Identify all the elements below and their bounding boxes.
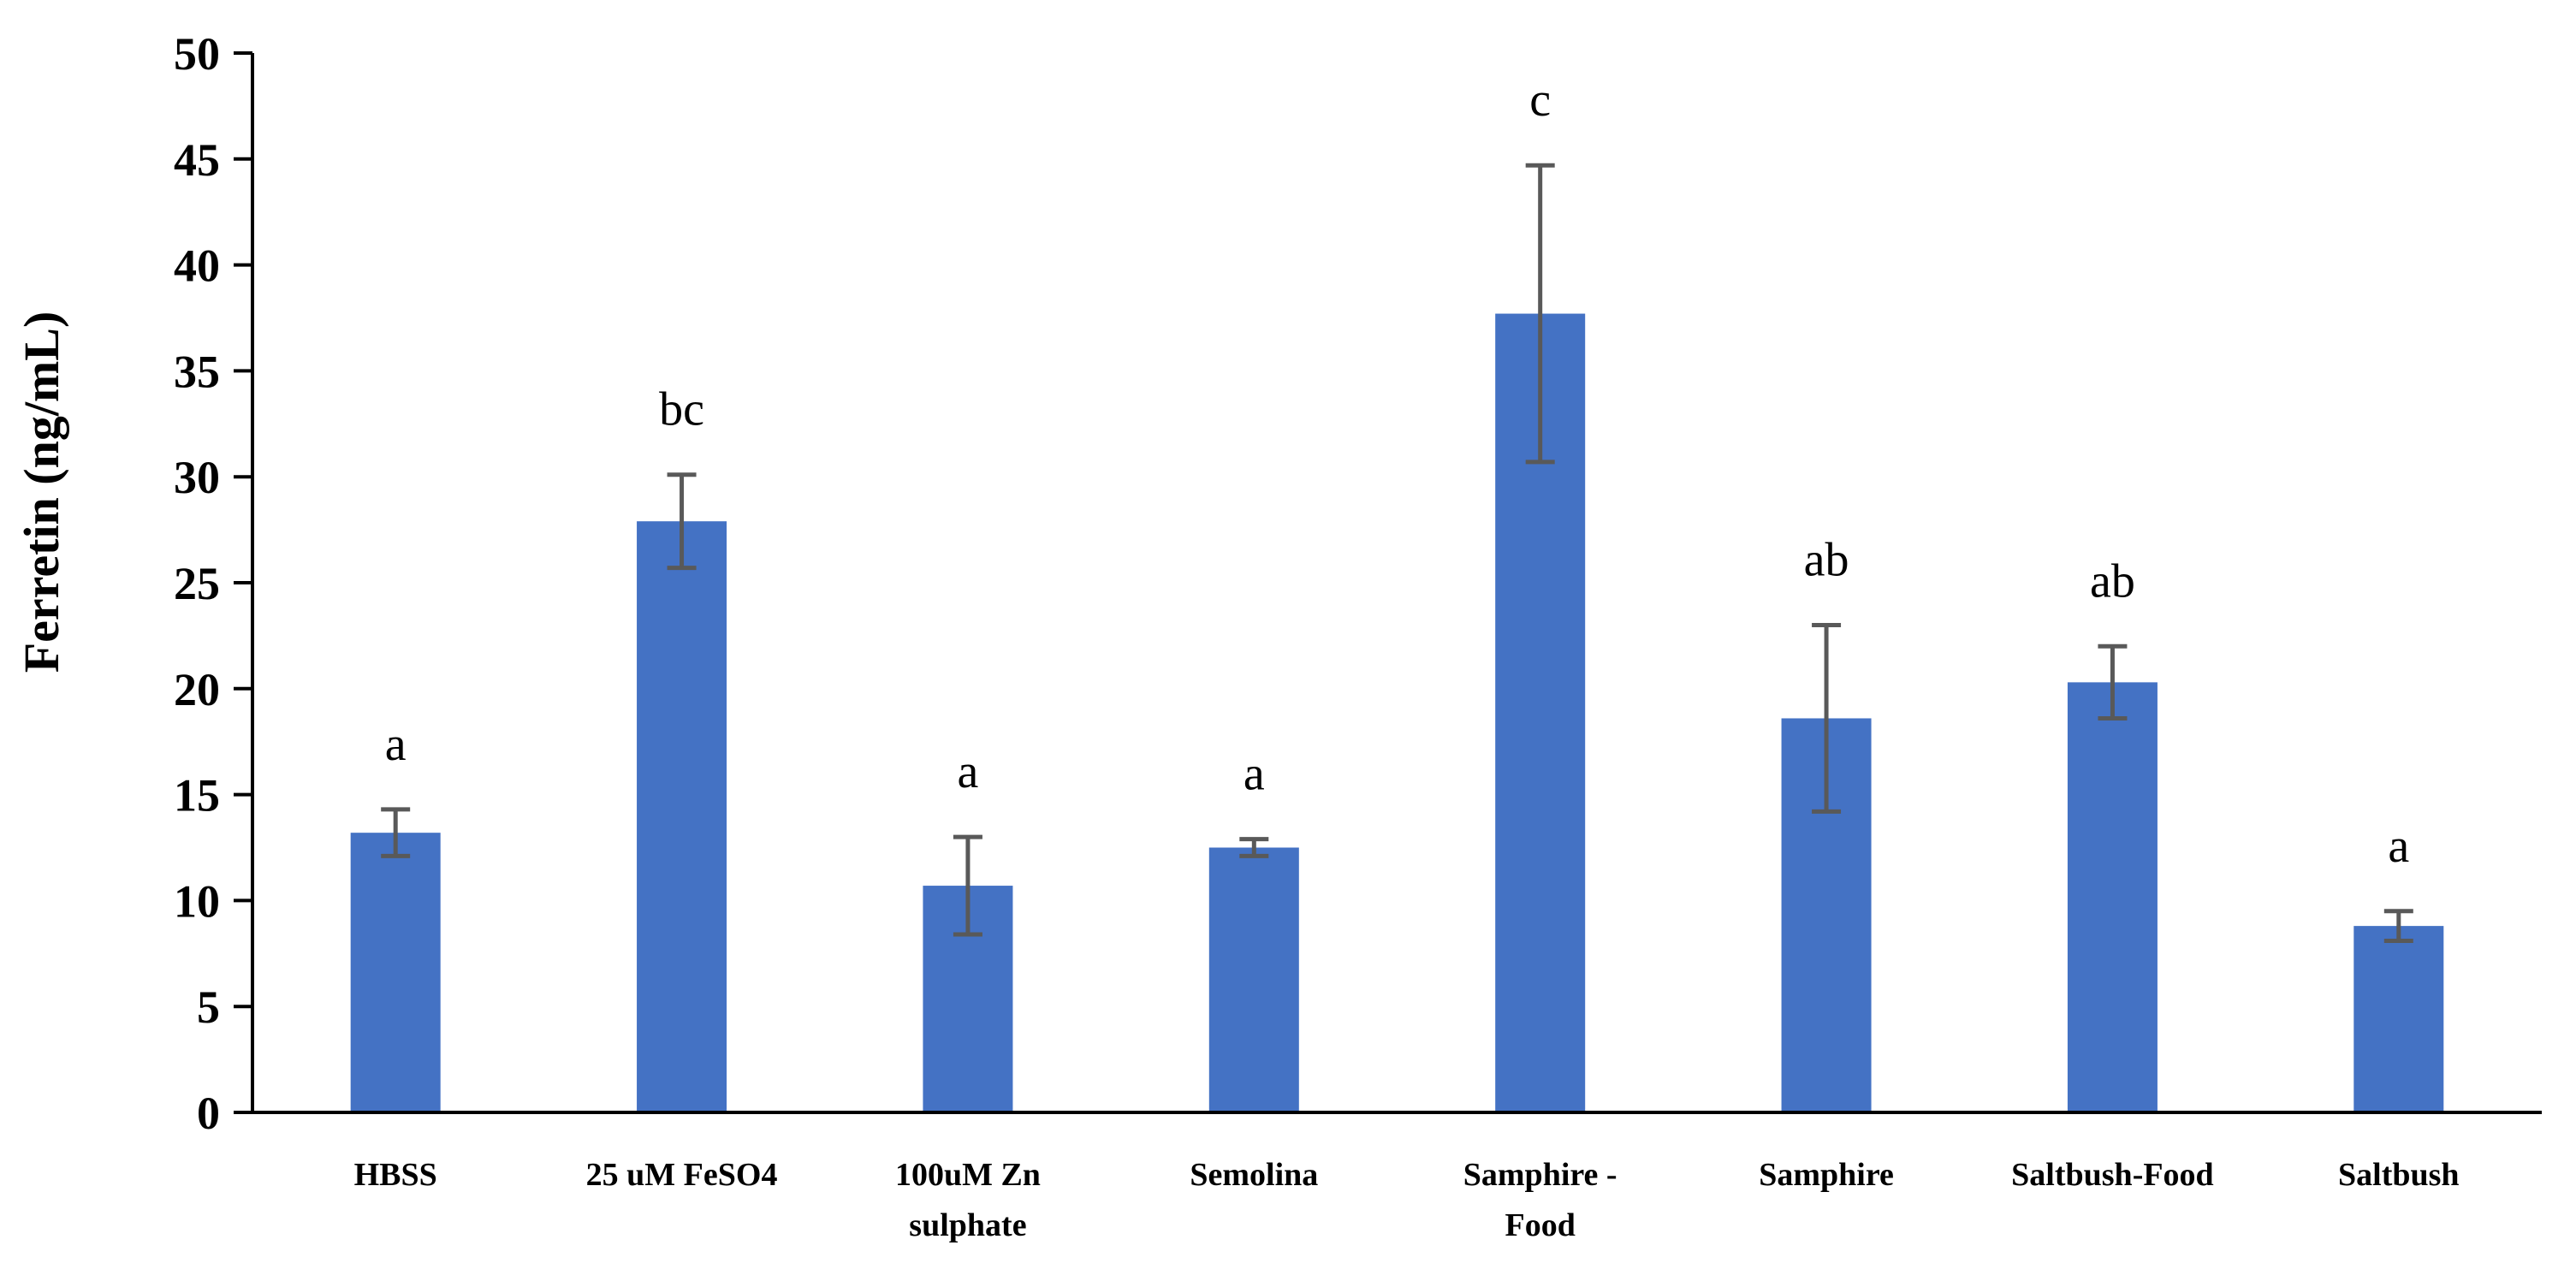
bar: [1208, 847, 1299, 1112]
significance-label: a: [958, 745, 979, 798]
x-category-label: sulphate: [909, 1207, 1026, 1243]
y-axis: 0 5 10 15 20 25 30 35 40 45 50: [174, 28, 254, 1139]
x-category-label: Semolina: [1190, 1157, 1318, 1193]
x-category-label: Saltbush-Food: [2011, 1157, 2214, 1193]
x-category-label: 25 uM FeSO4: [586, 1157, 778, 1193]
significance-label: ab: [2090, 554, 2135, 608]
x-category-label: Saltbush: [2338, 1157, 2460, 1193]
significance-label: c: [1529, 74, 1551, 127]
significance-label: a: [2388, 820, 2409, 873]
significance-label: bc: [659, 383, 704, 436]
x-category-label: HBSS: [354, 1157, 437, 1193]
significance-label: a: [1243, 748, 1265, 801]
y-tick-label: 45: [174, 134, 220, 186]
x-category-label: 100uM Zn: [895, 1157, 1041, 1193]
y-tick-label: 5: [197, 981, 220, 1033]
bar: [637, 521, 727, 1112]
x-category-label: Food: [1505, 1207, 1576, 1243]
y-tick-label: 20: [174, 664, 220, 715]
significance-label: ab: [1804, 534, 1849, 587]
y-tick-label: 35: [174, 346, 220, 397]
x-category-label: Samphire -: [1463, 1157, 1617, 1193]
y-axis-title: Ferretin (ng/mL): [14, 311, 69, 673]
y-tick-label: 40: [174, 240, 220, 292]
bar: [2067, 682, 2158, 1112]
y-tick-label: 25: [174, 558, 220, 609]
y-tick-label: 30: [174, 452, 220, 503]
bar: [2353, 926, 2444, 1112]
x-category-label: Samphire: [1759, 1157, 1894, 1193]
x-axis: HBSS 25 uM FeSO4 100uM Zn sulphate Semolina S…: [252, 1111, 2542, 1243]
y-tick-label: 0: [197, 1088, 220, 1139]
bars: a bc a a c ab ab a: [350, 74, 2444, 1113]
y-tick-label: 15: [174, 770, 220, 821]
y-tick-label: 50: [174, 28, 220, 80]
bar: [350, 833, 441, 1112]
significance-label: a: [385, 718, 407, 771]
y-tick-label: 10: [174, 875, 220, 927]
